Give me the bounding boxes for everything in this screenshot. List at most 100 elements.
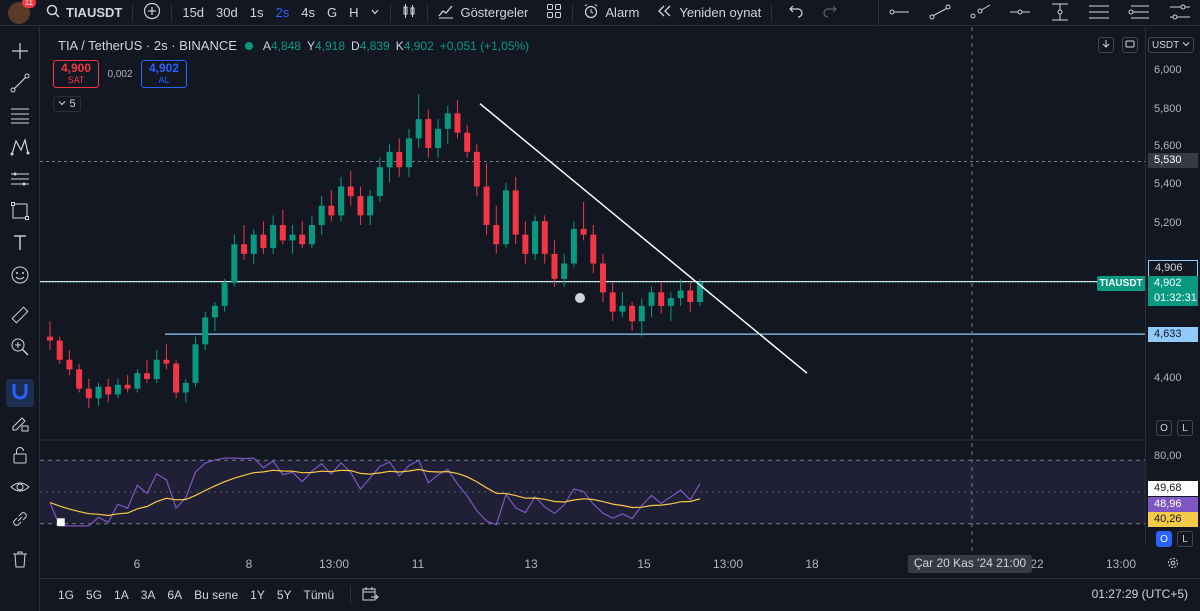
currency-unit-button[interactable]: USDT xyxy=(1148,37,1194,53)
buy-button[interactable]: 4,902 AL xyxy=(141,60,187,88)
compare-symbol-button[interactable] xyxy=(137,0,167,26)
smiley-icon xyxy=(10,265,30,290)
level-label-low: 4,633 xyxy=(1148,327,1198,342)
chart-settings-button[interactable] xyxy=(1165,556,1181,572)
forecast-icon xyxy=(10,169,30,194)
fib-tool[interactable] xyxy=(6,103,34,131)
chart-legend: TIA / TetherUS · 2s · BINANCE A 4,848 Y 4,… xyxy=(58,38,529,53)
pattern-tool[interactable] xyxy=(6,135,34,163)
user-avatar[interactable]: 11 xyxy=(8,0,36,24)
forecast-tool[interactable] xyxy=(6,167,34,195)
interval-button[interactable]: H xyxy=(349,5,359,20)
sell-button[interactable]: 4,900 SAT xyxy=(53,60,99,88)
parallel-channel-icon[interactable] xyxy=(1088,3,1110,24)
session-marker xyxy=(575,293,585,303)
hide-drawings-tool[interactable] xyxy=(6,475,34,503)
zoom-tool[interactable] xyxy=(6,335,34,363)
time-tick: 15 xyxy=(637,557,651,571)
lock-draw-tool[interactable] xyxy=(6,411,34,439)
horizontal-line-icon[interactable] xyxy=(1009,5,1031,22)
candle-body xyxy=(347,186,354,197)
range-button[interactable]: 1G xyxy=(58,588,75,602)
time-axis[interactable]: 6 8 13:00 11 13 15 13:00 18 22 13:00 Çar… xyxy=(40,553,1145,575)
alarm-button[interactable]: Alarm xyxy=(577,0,645,26)
left-drawing-toolbar xyxy=(0,27,40,611)
candle-body xyxy=(444,113,451,129)
text-tool[interactable] xyxy=(6,231,34,259)
calendar-goto-icon[interactable] xyxy=(361,585,379,606)
icon-tool[interactable] xyxy=(6,263,34,291)
indicators-label: Göstergeler xyxy=(460,5,529,20)
chevron-down-icon xyxy=(370,5,380,20)
range-button[interactable]: 5G xyxy=(86,588,103,602)
measure-tool[interactable] xyxy=(6,303,34,331)
scroll-to-latest-button[interactable] xyxy=(1098,37,1114,53)
rsi-value-1: 49,68 xyxy=(1148,481,1198,496)
range-button[interactable]: 5Y xyxy=(276,588,292,602)
indicators-button[interactable]: Göstergeler xyxy=(432,0,534,26)
info-line-icon[interactable] xyxy=(1169,3,1191,24)
candle-body xyxy=(241,244,248,254)
vertical-line-icon[interactable] xyxy=(1050,3,1070,24)
grid-icon xyxy=(546,3,562,22)
rsi-auto-scale-button[interactable]: O xyxy=(1156,531,1172,547)
time-tick: 6 xyxy=(133,557,141,571)
horizontal-ray-icon[interactable] xyxy=(888,5,910,22)
bar-countdown: 01:32:31 xyxy=(1154,292,1197,304)
candle-body xyxy=(590,234,597,264)
range-button[interactable]: Bu sene xyxy=(194,588,239,602)
lock-all-tool[interactable] xyxy=(6,443,34,471)
range-button[interactable]: 3A xyxy=(140,588,156,602)
time-tick: 13:00 xyxy=(318,557,350,571)
magnet-tool[interactable] xyxy=(6,379,34,407)
undo-button[interactable] xyxy=(782,0,810,26)
maximize-pane-button[interactable] xyxy=(1122,37,1138,53)
interval-button[interactable]: 2s xyxy=(275,5,290,20)
chart-canvas[interactable]: ■ xyxy=(40,27,1145,553)
candle-body xyxy=(328,205,335,216)
timezone-clock[interactable]: 01:27:29 (UTC+5) xyxy=(1091,587,1188,601)
chart-type-button[interactable] xyxy=(395,0,423,26)
candle-body xyxy=(561,263,568,279)
replay-button[interactable]: Yeniden oynat xyxy=(651,0,767,26)
fib-retracement-icon[interactable] xyxy=(1128,3,1150,24)
tv-logo: ■ xyxy=(56,514,66,531)
range-button[interactable]: Tümü xyxy=(303,588,335,602)
time-tick: 8 xyxy=(245,557,253,571)
eye-icon xyxy=(10,477,30,502)
trend-line-tool[interactable] xyxy=(6,71,34,99)
candle-body xyxy=(367,196,374,216)
legend-symbol-title[interactable]: TIA / TetherUS · 2s · BINANCE xyxy=(58,38,237,53)
rsi-log-scale-button[interactable]: L xyxy=(1177,531,1193,547)
sync-drawings-tool[interactable] xyxy=(6,507,34,535)
symbol-search-button[interactable]: TIAUSDT xyxy=(40,0,128,26)
templates-button[interactable] xyxy=(540,0,568,26)
range-button[interactable]: 1Y xyxy=(250,588,265,602)
candle-body xyxy=(599,263,606,293)
sell-label: SAT xyxy=(67,75,85,85)
trash-icon xyxy=(10,549,30,574)
candle-body xyxy=(512,190,519,235)
interval-dropdown[interactable] xyxy=(364,0,386,26)
delete-drawings-tool[interactable] xyxy=(6,547,34,575)
log-scale-button[interactable]: L xyxy=(1177,420,1193,436)
ray-icon[interactable] xyxy=(969,4,991,23)
candle-body xyxy=(483,186,490,225)
candle-body xyxy=(464,132,471,152)
crosshair-tool[interactable] xyxy=(6,39,34,67)
shapes-tool[interactable] xyxy=(6,199,34,227)
price-scale[interactable]: 6,000 5,800 5,600 5,400 5,200 4,400 5,53… xyxy=(1145,27,1200,545)
pattern-icon xyxy=(10,137,30,162)
interval-button[interactable]: 4s xyxy=(301,5,315,20)
interval-button[interactable]: 15d xyxy=(182,5,205,20)
interval-button[interactable]: 30d xyxy=(216,5,238,20)
range-button[interactable]: 1A xyxy=(114,588,129,602)
range-button[interactable]: 6A xyxy=(167,588,183,602)
change-value: +0,051 (+1,05%) xyxy=(439,38,530,53)
interval-button[interactable]: G xyxy=(326,5,338,20)
indicators-collapse-toggle[interactable]: 5 xyxy=(53,96,81,112)
auto-scale-button[interactable]: O xyxy=(1156,420,1172,436)
redo-button[interactable] xyxy=(816,0,844,26)
interval-button[interactable]: 1s xyxy=(249,5,264,20)
trend-line-icon[interactable] xyxy=(929,4,951,23)
